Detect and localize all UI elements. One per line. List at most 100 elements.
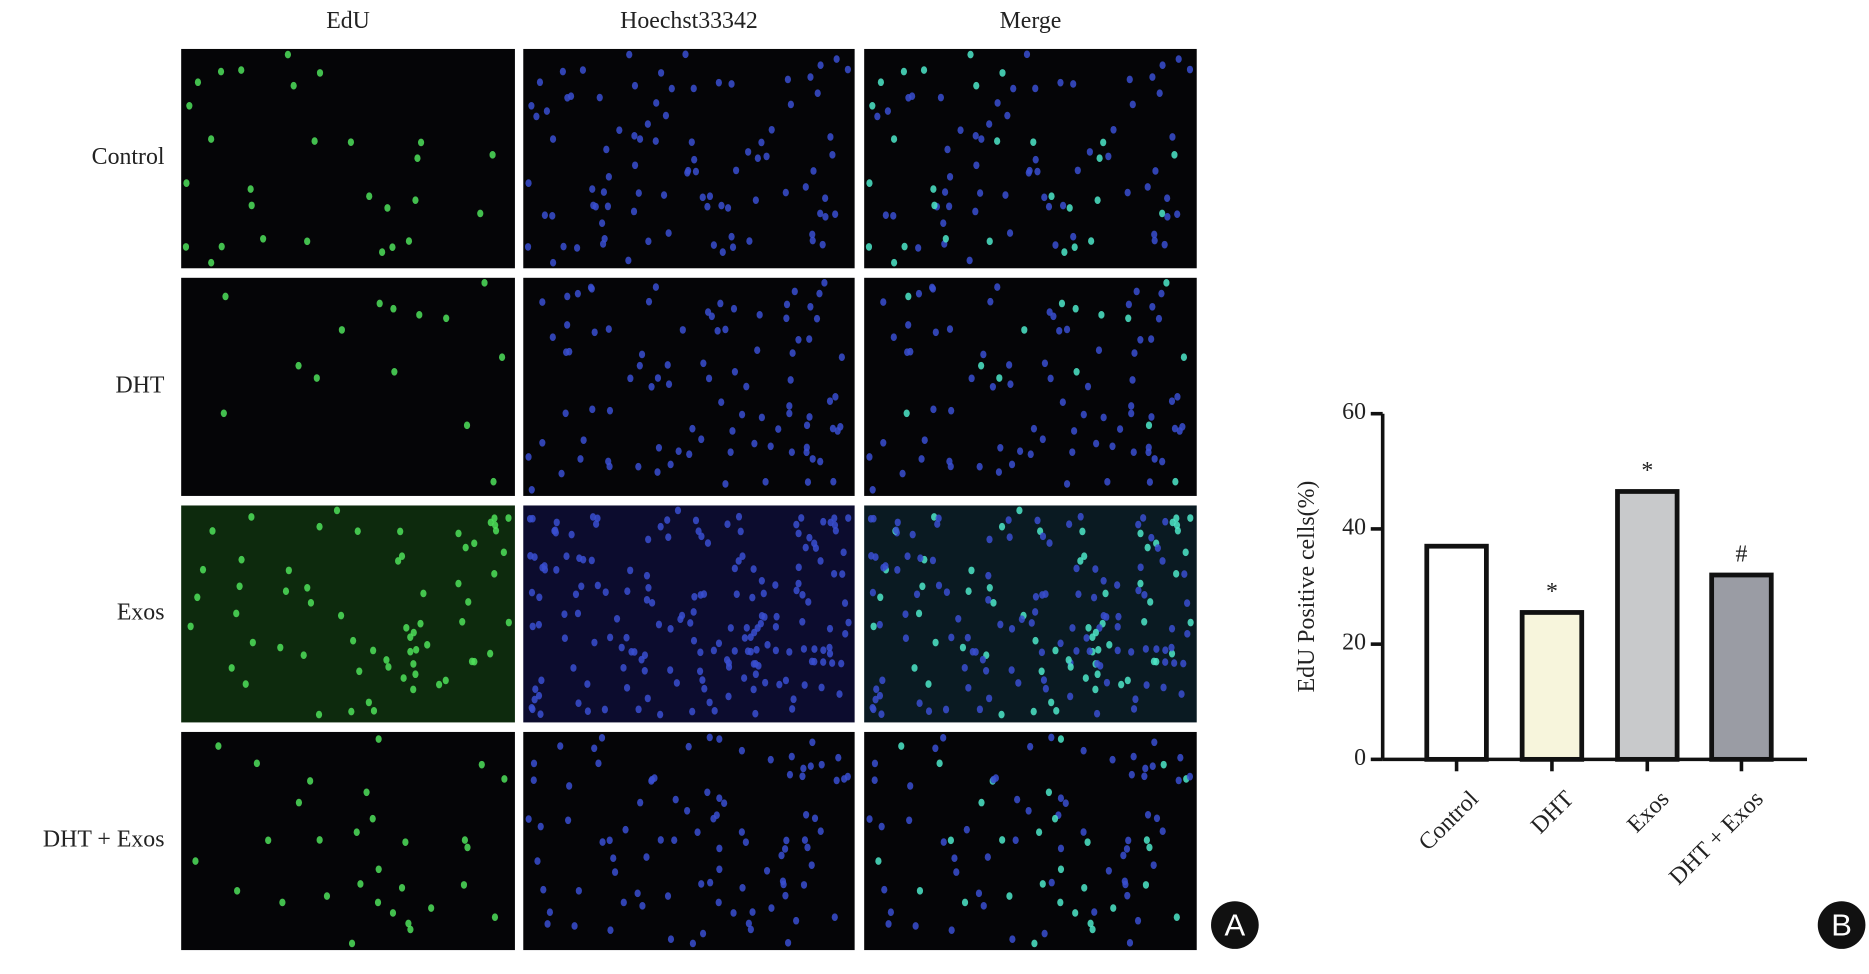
nucleus xyxy=(979,655,986,664)
nucleus xyxy=(1159,61,1166,70)
nucleus xyxy=(1125,300,1132,309)
nucleus xyxy=(390,304,397,313)
nucleus xyxy=(739,552,746,560)
nucleus xyxy=(829,424,837,433)
nucleus xyxy=(1093,439,1100,448)
nucleus xyxy=(391,367,398,376)
nucleus xyxy=(559,67,566,76)
nucleus xyxy=(744,647,752,656)
nucleus xyxy=(838,353,845,362)
nucleus xyxy=(1155,314,1163,323)
nucleus xyxy=(968,566,975,575)
nucleus xyxy=(915,289,923,298)
nucleus xyxy=(295,798,303,807)
nucleus xyxy=(363,788,370,797)
nucleus xyxy=(540,885,547,894)
nucleus xyxy=(737,527,744,536)
nucleus xyxy=(1039,591,1046,599)
nucleus xyxy=(1004,111,1011,120)
nucleus xyxy=(590,201,597,210)
nucleus xyxy=(689,424,696,433)
nucleus xyxy=(1100,576,1107,585)
nucleus xyxy=(749,908,756,916)
nucleus xyxy=(1066,204,1073,212)
nucleus xyxy=(1118,680,1125,689)
nucleus xyxy=(999,836,1006,844)
nucleus xyxy=(778,851,785,860)
nucleus xyxy=(1180,659,1187,668)
nucleus xyxy=(505,618,512,627)
nucleus xyxy=(1027,450,1034,459)
nucleus xyxy=(942,705,950,714)
nucleus xyxy=(1041,193,1048,202)
nucleus xyxy=(316,522,323,531)
nucleus xyxy=(817,209,824,218)
nucleus xyxy=(295,361,302,370)
nucleus xyxy=(606,836,613,845)
nucleus xyxy=(763,152,770,161)
nucleus xyxy=(529,514,536,523)
nucleus xyxy=(836,690,843,698)
nucleus xyxy=(652,137,659,145)
nucleus xyxy=(973,161,980,170)
nucleus xyxy=(591,744,598,753)
nucleus xyxy=(627,374,634,383)
nucleus xyxy=(279,898,286,907)
nucleus xyxy=(1092,565,1099,573)
nucleus xyxy=(1145,448,1152,457)
nucleus xyxy=(704,202,711,211)
nucleus xyxy=(1071,243,1078,251)
nucleus xyxy=(934,520,941,528)
nucleus xyxy=(689,707,696,716)
nucleus xyxy=(563,552,570,561)
nucleus xyxy=(957,126,964,134)
micrograph xyxy=(523,48,855,269)
nucleus xyxy=(412,196,419,204)
nucleus xyxy=(194,593,201,602)
nucleus xyxy=(1086,647,1093,656)
nucleus xyxy=(831,913,838,921)
nucleus xyxy=(1114,646,1121,655)
nucleus xyxy=(814,89,821,98)
nucleus xyxy=(697,591,704,599)
nucleus xyxy=(1168,397,1176,405)
nucleus xyxy=(994,283,1001,291)
nucleus xyxy=(718,398,725,407)
nucleus xyxy=(890,135,898,143)
nucleus xyxy=(665,229,672,237)
nucleus xyxy=(811,657,818,666)
nucleus xyxy=(790,695,797,704)
nucleus xyxy=(1153,657,1160,666)
nucleus xyxy=(595,759,602,768)
nucleus xyxy=(943,588,951,596)
nucleus xyxy=(285,566,292,575)
nucleus xyxy=(1030,424,1038,433)
nucleus xyxy=(750,685,757,694)
nucleus xyxy=(727,448,734,456)
nucleus xyxy=(1168,624,1176,633)
nucleus xyxy=(284,50,291,59)
nucleus xyxy=(902,634,910,642)
nucleus xyxy=(1123,845,1131,853)
nucleus xyxy=(674,506,682,515)
nucleus xyxy=(1095,346,1103,355)
nucleus xyxy=(809,738,816,747)
nucleus xyxy=(940,219,947,227)
nucleus xyxy=(758,413,765,422)
nucleus xyxy=(641,666,648,675)
nucleus xyxy=(1066,520,1073,529)
nucleus xyxy=(704,788,711,797)
y-tick-label: 60 xyxy=(1342,399,1366,425)
nucleus xyxy=(902,610,909,619)
nucleus xyxy=(758,612,766,620)
nucleus xyxy=(749,593,756,602)
nucleus xyxy=(1057,78,1064,87)
nucleus xyxy=(804,843,811,852)
nucleus xyxy=(1093,709,1101,718)
nucleus xyxy=(994,99,1001,107)
nucleus xyxy=(596,93,603,102)
nucleus xyxy=(826,649,834,658)
nucleus xyxy=(594,514,601,523)
nucleus xyxy=(801,836,809,844)
nucleus xyxy=(634,889,641,898)
